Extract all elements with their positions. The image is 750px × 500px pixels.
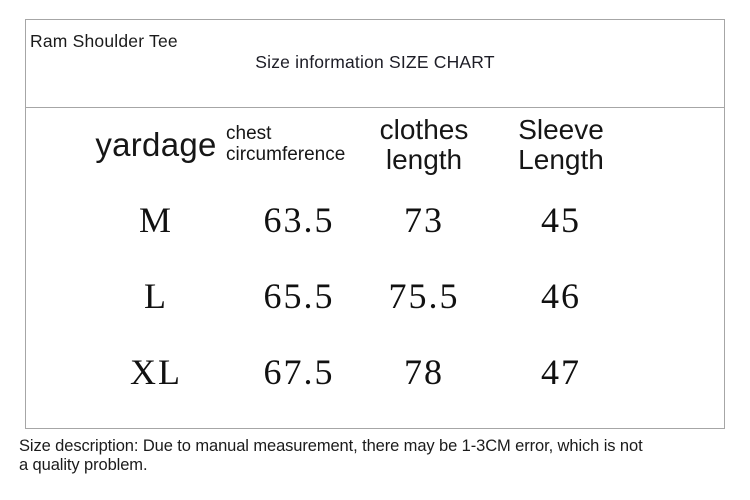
chest-cell: 63.5: [263, 200, 335, 240]
sleeve-length-cell: 47: [541, 352, 581, 392]
table-header-row: yardage chest circumference clothes leng…: [86, 108, 724, 182]
size-description-line: Size description: Due to manual measurem…: [19, 437, 643, 455]
column-header-yardage: yardage: [95, 126, 217, 163]
sleeve-length-cell: 45: [541, 200, 581, 240]
chest-cell: 65.5: [263, 276, 335, 316]
clothes-length-cell: 73: [404, 200, 444, 240]
size-description-line: a quality problem.: [19, 456, 148, 474]
clothes-length-cell: 78: [404, 352, 444, 392]
size-cell: XL: [130, 352, 182, 392]
column-header-sleeve-length: Sleeve Length: [476, 115, 646, 175]
column-header-chest-circumference: chest circumference: [226, 124, 372, 165]
clothes-length-cell: 75.5: [388, 276, 460, 316]
size-chart-box: Ram Shoulder Tee Size information SIZE C…: [25, 19, 725, 429]
size-cell: L: [144, 276, 168, 316]
column-header-line: length: [385, 144, 463, 175]
table-row-size-m: M 63.5 73 45: [86, 182, 724, 258]
size-cell: M: [138, 200, 173, 240]
size-table: yardage chest circumference clothes leng…: [26, 108, 724, 428]
table-row-size-l: L 65.5 75.5 46: [86, 258, 724, 334]
sleeve-length-cell: 46: [541, 276, 581, 316]
column-header-line: Sleeve: [518, 114, 604, 146]
chart-title: Size information SIZE CHART: [255, 52, 495, 72]
column-header-line: Length: [518, 144, 604, 175]
column-header-line: clothes: [379, 114, 469, 146]
column-header-clothes-length: clothes length: [372, 115, 476, 175]
column-header-line: chest: [226, 123, 272, 145]
chest-cell: 67.5: [263, 352, 335, 392]
product-title: Ram Shoulder Tee: [30, 31, 178, 51]
column-header-line: circumference: [226, 144, 346, 165]
table-row-size-xl: XL 67.5 78 47: [86, 334, 724, 410]
chart-header: Ram Shoulder Tee Size information SIZE C…: [26, 20, 724, 108]
size-description: Size description: Due to manual measurem…: [19, 437, 643, 475]
